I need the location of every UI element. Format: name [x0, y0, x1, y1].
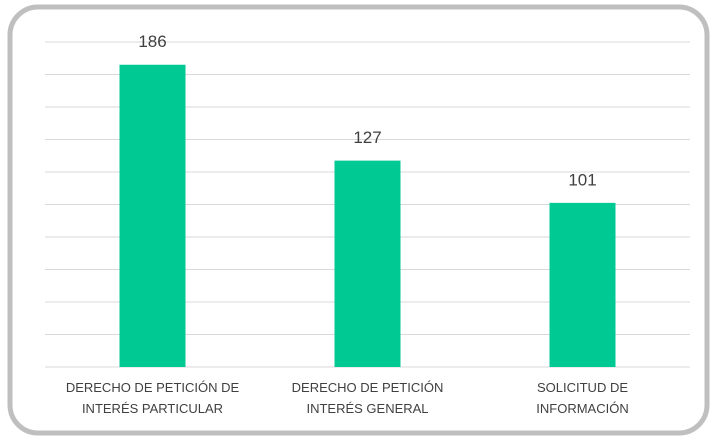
value-label: 101 — [568, 170, 596, 189]
x-tick-label: DERECHO DE PETICIÓN INTERÉS GENERAL — [292, 380, 444, 416]
x-tick-label: DERECHO DE PETICIÓN DE INTERÉS PARTICULAR — [66, 380, 240, 416]
value-label: 186 — [138, 32, 166, 51]
bar — [549, 202, 616, 367]
bar — [119, 64, 186, 367]
value-label: 127 — [353, 128, 381, 147]
x-tick-label: SOLICITUD DE INFORMACIÓN — [536, 380, 628, 416]
bar — [334, 160, 401, 367]
